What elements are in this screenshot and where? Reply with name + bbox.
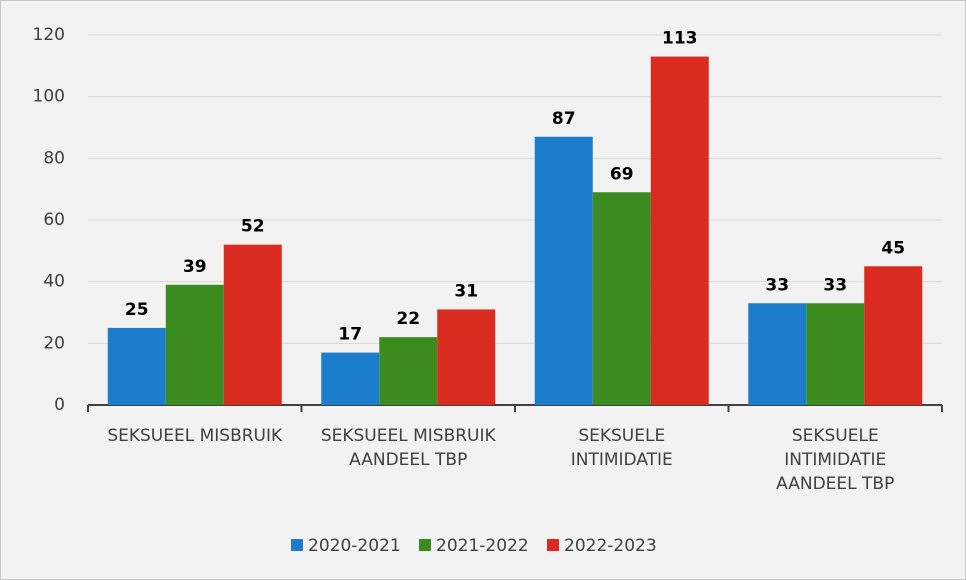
legend-swatch xyxy=(291,539,303,551)
value-label: 87 xyxy=(552,109,576,129)
y-tick-label: 100 xyxy=(33,87,65,107)
value-label: 69 xyxy=(610,164,634,184)
x-tick-label: SEKSUELE INTIMIDATIE xyxy=(570,426,673,470)
bar xyxy=(864,266,923,405)
value-label: 31 xyxy=(454,281,478,301)
bar xyxy=(806,303,865,405)
bar xyxy=(650,56,709,405)
legend: 2020-2021 2021-2022 2022-2023 xyxy=(291,536,657,556)
value-label: 17 xyxy=(338,325,362,345)
bar xyxy=(592,192,651,405)
y-tick-label: 0 xyxy=(54,395,65,415)
bar xyxy=(748,303,807,405)
value-label: 45 xyxy=(881,238,905,258)
bar xyxy=(534,136,593,405)
bar xyxy=(107,327,166,405)
x-tick-label: SEKSUEEL MISBRUIK xyxy=(107,426,283,446)
legend-label: 2021-2022 xyxy=(436,536,529,556)
bar xyxy=(223,244,282,405)
x-tick-label: SEKSUELE INTIMIDATIE AANDEEL TBP xyxy=(776,426,895,494)
y-tick-label: 120 xyxy=(33,25,65,45)
y-tick-label: 80 xyxy=(43,148,65,168)
value-label: 52 xyxy=(241,217,265,237)
y-tick-label: 20 xyxy=(43,333,65,353)
value-label: 22 xyxy=(396,309,420,329)
y-tick-label: 40 xyxy=(43,272,65,292)
bar xyxy=(321,352,380,405)
value-label: 33 xyxy=(823,275,847,295)
value-label: 33 xyxy=(765,275,789,295)
legend-swatch xyxy=(547,539,559,551)
x-tick-label: SEKSUEEL MISBRUIK AANDEEL TBP xyxy=(320,426,496,470)
value-label: 25 xyxy=(125,300,149,320)
value-label: 113 xyxy=(662,29,698,49)
legend-swatch xyxy=(419,539,431,551)
bar xyxy=(379,337,438,405)
value-label: 39 xyxy=(183,257,207,277)
bar xyxy=(437,309,496,405)
bar xyxy=(165,284,224,405)
legend-label: 2020-2021 xyxy=(308,536,401,556)
legend-label: 2022-2023 xyxy=(564,536,657,556)
y-tick-label: 60 xyxy=(43,210,65,230)
